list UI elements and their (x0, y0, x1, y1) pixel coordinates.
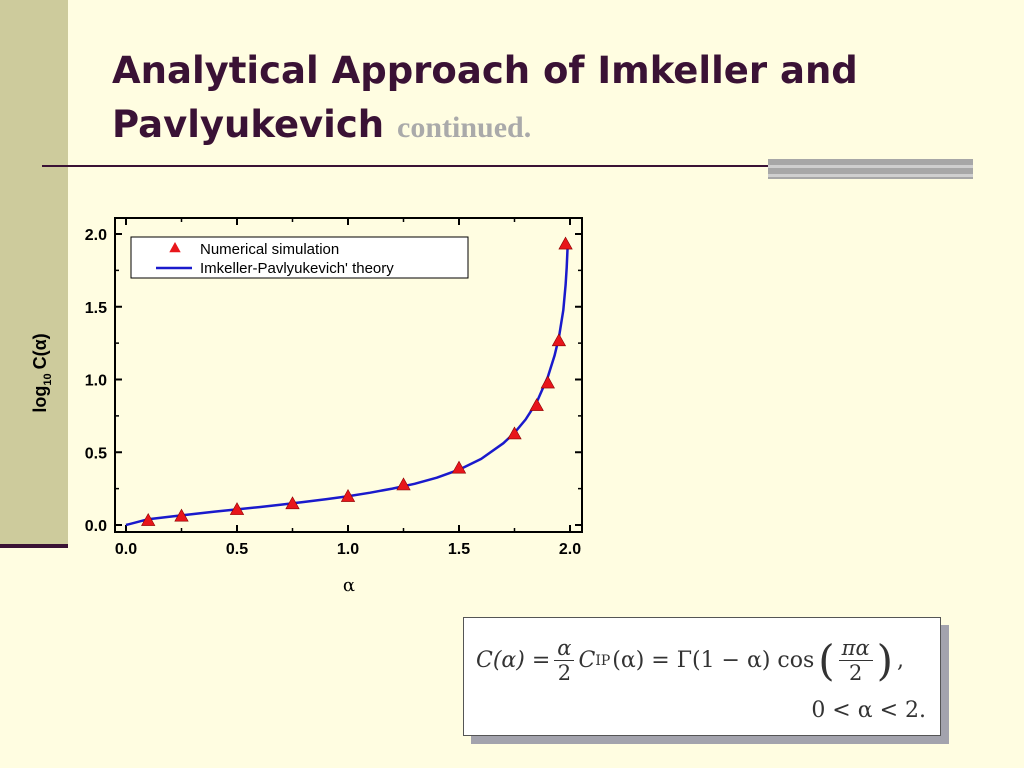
simulation-point (229, 502, 245, 515)
theory-curve-line (125, 242, 570, 527)
formula-mid: (α) = Γ(1 − α) cos (612, 648, 815, 673)
theory-curve-group (125, 242, 570, 527)
simulation-point (141, 513, 156, 526)
axis-labels: α log10 C(α) (30, 333, 355, 596)
left-accent-bar (0, 0, 68, 545)
simulation-point (451, 460, 467, 474)
chart-legend: Numerical simulation Imkeller-Pavlyukevic… (130, 236, 469, 279)
y-tick-label: 1.0 (85, 373, 107, 390)
formula-open-paren: ( (818, 635, 835, 685)
title-divider (42, 165, 973, 167)
simulation-point (540, 375, 555, 389)
legend-marker-triangle (169, 242, 181, 253)
title-divider-accent (768, 159, 973, 179)
simulation-markers-group (141, 236, 573, 526)
title-main: Analytical Approach of Imkeller and Pavl… (112, 49, 858, 146)
formula-close-paren: ) (876, 635, 894, 685)
formula-cos-num: πα (838, 636, 873, 661)
simulation-point (558, 236, 573, 250)
simulation-point (340, 489, 356, 502)
simulation-point (529, 398, 544, 411)
y-tick-label: 0.0 (85, 518, 107, 535)
legend-label-theory: Imkeller-Pavlyukevich' theory (200, 260, 394, 277)
x-tick-label: 2.0 (559, 541, 581, 558)
formula-tail: , (897, 648, 905, 673)
formula-box: C(α) = α 2 C IP (α) = Γ(1 − α) cos ( πα 2… (463, 617, 941, 736)
x-tick-label: 1.5 (448, 541, 470, 558)
y-axis-label: log10 C(α) (30, 333, 54, 412)
formula-cip-sub: IP (595, 652, 611, 669)
y-axis-label-sub: 10 (42, 373, 54, 385)
y-tick-label: 1.5 (85, 300, 107, 317)
x-tick-label: 1.0 (337, 541, 359, 558)
x-axis-label: α (343, 575, 355, 596)
simulation-point (285, 496, 300, 510)
formula-lhs: C(α) = (476, 648, 551, 673)
simulation-point (396, 477, 411, 491)
chart-axes: 0.0 0.5 1.0 1.5 2.0 0.0 0.5 1.0 1.5 2.0 (85, 217, 583, 558)
simulation-point (174, 508, 189, 522)
y-tick-label: 0.5 (85, 445, 107, 462)
y-tick-label: 2.0 (85, 227, 107, 244)
legend-box (130, 236, 469, 279)
formula-cos-den: 2 (848, 661, 863, 685)
y-axis-label-main: log (30, 386, 50, 413)
slide-title: Analytical Approach of Imkeller and Pavl… (112, 44, 992, 155)
left-accent-rule (0, 544, 68, 548)
formula-alpha-fraction: α 2 (554, 636, 575, 685)
simulation-point (507, 426, 522, 440)
legend-label-simulation: Numerical simulation (200, 241, 339, 258)
title-continued: continued. (397, 111, 532, 144)
y-axis-label-rest: C(α) (30, 333, 50, 369)
formula-line-1: C(α) = α 2 C IP (α) = Γ(1 − α) cos ( πα 2… (476, 636, 904, 685)
formula-cos-fraction: πα 2 (838, 636, 873, 685)
x-tick-label: 0.5 (226, 541, 248, 558)
formula-line-2: 0 < α < 2. (811, 698, 926, 723)
formula-frac-den: 2 (557, 661, 572, 685)
x-tick-label: 0.0 (115, 541, 137, 558)
formula-cip: C (578, 648, 596, 673)
simulation-point (551, 333, 567, 347)
formula-frac-num: α (554, 636, 575, 661)
